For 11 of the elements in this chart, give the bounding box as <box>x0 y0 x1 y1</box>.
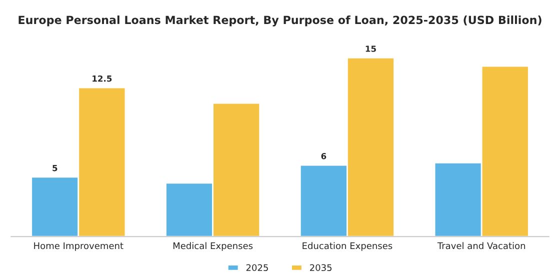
data-label: 12.5 <box>92 75 112 82</box>
data-label: 15 <box>366 46 376 52</box>
data-label: 5 <box>52 164 58 172</box>
x-tick-label: Travel and Vacation <box>437 242 526 250</box>
legend-label: 2025 <box>246 264 268 272</box>
legend-label: 2035 <box>310 264 332 272</box>
data-label: 6 <box>321 152 326 160</box>
x-tick-label: Education Expenses <box>302 242 392 251</box>
chart-title: Europe Personal Loans Market Report, By Purpose of Loan, 2025-2035 (USD Billion) <box>18 16 542 26</box>
x-tick-label: Home Improvement <box>34 242 124 251</box>
x-tick-label: Medical Expenses <box>173 242 253 251</box>
